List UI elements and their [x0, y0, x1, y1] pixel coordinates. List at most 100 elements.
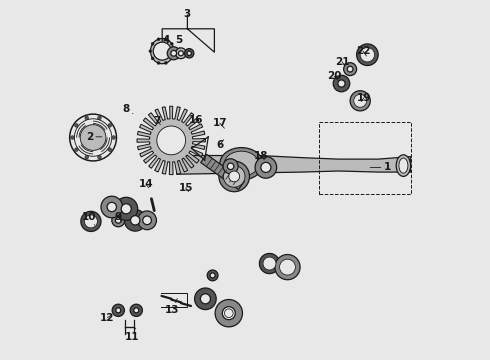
Circle shape: [275, 255, 300, 280]
Circle shape: [350, 91, 370, 111]
Circle shape: [261, 162, 271, 172]
Circle shape: [80, 125, 106, 150]
Circle shape: [74, 123, 78, 127]
Polygon shape: [176, 146, 195, 156]
Circle shape: [360, 48, 374, 62]
Text: 15: 15: [178, 183, 193, 193]
Ellipse shape: [229, 171, 240, 182]
Circle shape: [227, 163, 234, 170]
Circle shape: [74, 119, 112, 156]
Polygon shape: [137, 106, 205, 175]
Circle shape: [108, 123, 112, 127]
Circle shape: [157, 126, 186, 155]
Text: 14: 14: [139, 179, 153, 189]
Ellipse shape: [223, 166, 245, 187]
Text: 11: 11: [124, 328, 139, 342]
Circle shape: [81, 211, 101, 231]
Circle shape: [130, 304, 143, 316]
Circle shape: [116, 217, 121, 223]
Circle shape: [175, 48, 186, 59]
Circle shape: [138, 211, 156, 230]
Circle shape: [172, 50, 175, 53]
Circle shape: [333, 75, 350, 92]
Circle shape: [87, 217, 95, 226]
Circle shape: [215, 300, 243, 327]
Ellipse shape: [396, 155, 411, 176]
Circle shape: [185, 49, 194, 58]
Circle shape: [115, 197, 138, 220]
Ellipse shape: [399, 158, 408, 173]
Circle shape: [112, 304, 124, 316]
Text: 5: 5: [175, 35, 182, 48]
Circle shape: [116, 308, 121, 313]
Circle shape: [222, 307, 235, 320]
Circle shape: [112, 214, 125, 227]
Circle shape: [101, 196, 122, 218]
Circle shape: [70, 114, 117, 161]
Circle shape: [343, 63, 357, 76]
Text: 3: 3: [184, 9, 191, 26]
Circle shape: [207, 270, 218, 281]
Text: 4: 4: [163, 35, 171, 48]
Text: 2: 2: [86, 132, 102, 142]
Circle shape: [153, 42, 171, 60]
Circle shape: [282, 261, 293, 273]
Text: 10: 10: [82, 212, 97, 225]
Text: 21: 21: [335, 57, 349, 67]
Circle shape: [178, 51, 183, 56]
Circle shape: [187, 51, 192, 55]
Circle shape: [121, 204, 131, 214]
Circle shape: [157, 62, 160, 64]
Ellipse shape: [150, 39, 174, 64]
Text: 7: 7: [153, 116, 161, 126]
Circle shape: [85, 116, 89, 120]
Circle shape: [74, 148, 78, 152]
Circle shape: [143, 216, 151, 225]
Circle shape: [223, 159, 238, 174]
Ellipse shape: [219, 161, 249, 192]
Text: 13: 13: [165, 298, 179, 315]
Circle shape: [167, 47, 180, 60]
Circle shape: [338, 80, 345, 87]
Circle shape: [107, 202, 117, 212]
Circle shape: [200, 294, 210, 304]
Circle shape: [160, 130, 182, 151]
Circle shape: [98, 116, 101, 120]
Circle shape: [149, 50, 152, 53]
Polygon shape: [176, 156, 411, 174]
Circle shape: [195, 288, 216, 310]
Circle shape: [210, 273, 215, 278]
Text: 6: 6: [216, 140, 223, 150]
Circle shape: [357, 44, 378, 66]
Circle shape: [151, 57, 154, 60]
Text: 19: 19: [357, 93, 371, 103]
Circle shape: [171, 57, 173, 60]
Circle shape: [165, 38, 167, 41]
Circle shape: [98, 155, 101, 159]
Circle shape: [112, 136, 116, 139]
Text: 16: 16: [189, 114, 204, 125]
Circle shape: [259, 253, 280, 274]
Circle shape: [354, 94, 367, 107]
Circle shape: [130, 216, 140, 225]
Text: 8: 8: [122, 104, 133, 114]
Text: 9: 9: [115, 212, 122, 222]
Circle shape: [347, 66, 353, 72]
Circle shape: [85, 155, 89, 159]
Circle shape: [356, 96, 365, 105]
Polygon shape: [201, 154, 245, 189]
Ellipse shape: [224, 151, 259, 176]
Text: 1: 1: [370, 162, 391, 172]
Ellipse shape: [220, 148, 263, 180]
Circle shape: [280, 259, 295, 275]
Circle shape: [363, 50, 372, 60]
Circle shape: [255, 157, 277, 178]
Circle shape: [71, 136, 74, 139]
Text: 17: 17: [213, 118, 227, 128]
Text: 20: 20: [327, 71, 342, 81]
Text: 18: 18: [254, 150, 269, 161]
Text: 22: 22: [356, 46, 370, 56]
Circle shape: [171, 42, 173, 45]
Circle shape: [84, 215, 98, 228]
Circle shape: [224, 309, 233, 318]
